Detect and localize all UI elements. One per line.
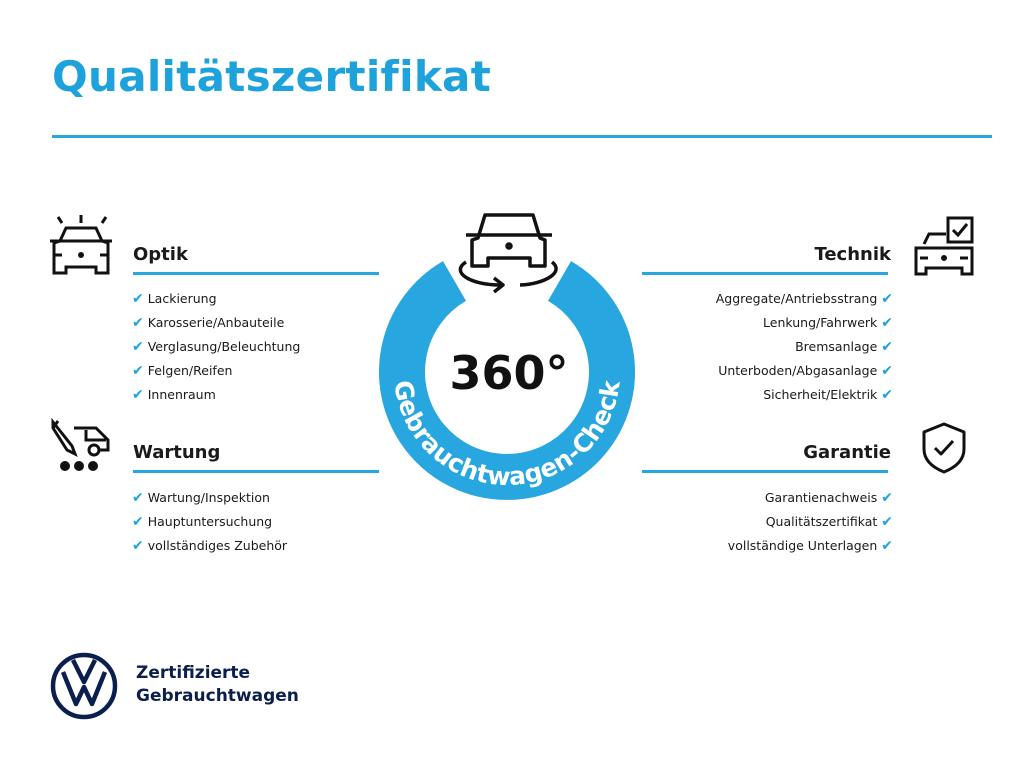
list-item: Unterboden/Abgasanlage ✔: [718, 363, 893, 379]
list-item: vollständige Unterlagen ✔: [727, 538, 893, 554]
list-item: Aggregate/Antriebsstrang ✔: [715, 291, 893, 307]
degrees-label: 360°: [449, 346, 568, 400]
title-divider: [52, 135, 992, 138]
list-item: Qualitätszertifikat ✔: [765, 514, 893, 530]
list-item: ✔ Innenraum: [132, 387, 216, 403]
brand-line-2: Gebrauchtwagen: [136, 686, 299, 706]
car-rotate-icon: [458, 213, 558, 294]
wartung-list: ✔ Wartung/Inspektion ✔ Hauptuntersuchung…: [132, 486, 287, 558]
check-icon: ✔: [132, 538, 144, 554]
list-item: ✔ Wartung/Inspektion: [132, 490, 270, 506]
list-item: Garantienachweis ✔: [764, 490, 893, 506]
section-title-technik: Technik: [814, 244, 891, 265]
list-item: ✔ Karosserie/Anbauteile: [132, 315, 285, 331]
car-lights-icon: [50, 215, 112, 275]
check-icon: ✔: [132, 363, 144, 379]
section-divider-technik: [642, 272, 888, 275]
section-divider-wartung: [133, 470, 379, 473]
section-title-wartung: Wartung: [133, 442, 221, 463]
section-title-garantie: Garantie: [803, 442, 891, 463]
check-icon: ✔: [132, 490, 144, 506]
check-icon: ✔: [881, 339, 893, 355]
list-item: Lenkung/Fahrwerk ✔: [763, 315, 893, 331]
section-divider-optik: [133, 272, 379, 275]
garantie-list: Garantienachweis ✔ Qualitätszertifikat ✔…: [728, 486, 893, 558]
page-title: Qualitätszertifikat: [52, 52, 492, 101]
check-icon: ✔: [132, 339, 144, 355]
brand-line-1: Zertifizierte: [136, 663, 251, 683]
list-item: ✔ Verglasung/Beleuchtung: [132, 339, 301, 355]
service-van-icon: [51, 417, 110, 471]
vw-logo: [50, 652, 118, 720]
check-icon: ✔: [881, 315, 893, 331]
technik-list: Aggregate/Antriebsstrang ✔ Lenkung/Fahrw…: [716, 287, 893, 407]
section-divider-garantie: [642, 470, 888, 473]
shield-check-icon: [922, 422, 966, 474]
check-icon: ✔: [881, 490, 893, 506]
section-title-optik: Optik: [133, 244, 188, 265]
check-icon: ✔: [881, 538, 893, 554]
ring: [379, 261, 635, 500]
brand-label: Zertifizierte Gebrauchtwagen: [136, 662, 299, 708]
check-icon: ✔: [132, 291, 144, 307]
check-icon: ✔: [881, 514, 893, 530]
check-icon: ✔: [132, 387, 144, 403]
list-item: ✔ Hauptuntersuchung: [132, 514, 273, 530]
check-icon: ✔: [132, 514, 144, 530]
check-icon: ✔: [881, 291, 893, 307]
list-item: ✔ Felgen/Reifen: [132, 363, 233, 379]
list-item: Bremsanlage ✔: [795, 339, 893, 355]
list-item: ✔ vollständiges Zubehör: [132, 538, 288, 554]
optik-list: ✔ Lackierung ✔ Karosserie/Anbauteile ✔ V…: [132, 287, 300, 407]
list-item: ✔ Lackierung: [132, 291, 217, 307]
check-icon: ✔: [132, 315, 144, 331]
check-icon: ✔: [881, 387, 893, 403]
list-item: Sicherheit/Elektrik ✔: [763, 387, 893, 403]
check-icon: ✔: [881, 363, 893, 379]
car-checklist-icon: [914, 216, 974, 276]
